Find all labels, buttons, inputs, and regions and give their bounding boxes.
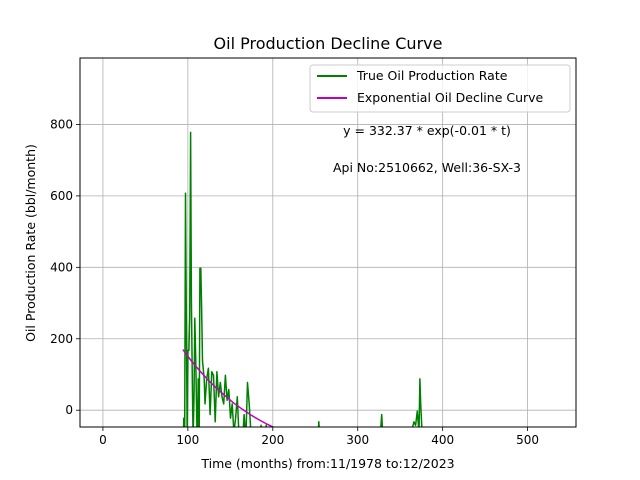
equation-annotation: y = 332.37 * exp(-0.01 * t) bbox=[343, 123, 511, 138]
x-tick-label: 300 bbox=[346, 433, 369, 447]
legend-box bbox=[309, 64, 571, 113]
y-tick-label: 600 bbox=[50, 189, 73, 203]
x-tick-label: 0 bbox=[99, 433, 107, 447]
x-tick-label: 400 bbox=[431, 433, 454, 447]
y-tick-label: 0 bbox=[65, 403, 73, 417]
y-axis-label: Oil Production Rate (bbl/month) bbox=[23, 144, 38, 342]
x-tick-label: 500 bbox=[516, 433, 539, 447]
well-annotation: Api No:2510662, Well:36-SX-3 bbox=[333, 160, 521, 175]
plot-frame bbox=[79, 57, 577, 428]
series-lines bbox=[182, 131, 423, 427]
x-axis-label: Time (months) from:11/1978 to:12/2023 bbox=[200, 456, 454, 471]
true-oil-production-rate-line bbox=[182, 131, 423, 427]
legend-label-true-rate: True Oil Production Rate bbox=[356, 68, 508, 83]
plot-area bbox=[182, 131, 423, 427]
x-tick-label: 200 bbox=[261, 433, 284, 447]
y-tick-label: 800 bbox=[50, 117, 73, 131]
chart-title: Oil Production Decline Curve bbox=[214, 34, 443, 53]
y-tick-label: 400 bbox=[50, 260, 73, 274]
legend: True Oil Production Rate Exponential Oil… bbox=[309, 64, 571, 113]
y-tick-label: 200 bbox=[50, 332, 73, 346]
legend-label-decline-curve: Exponential Oil Decline Curve bbox=[357, 90, 544, 105]
exponential-decline-curve-line bbox=[182, 349, 275, 427]
grid bbox=[80, 58, 576, 427]
y-axis-ticks: 0 200 400 600 800 bbox=[50, 117, 80, 417]
x-tick-label: 100 bbox=[176, 433, 199, 447]
x-axis-ticks: 0 100 200 300 400 500 bbox=[99, 427, 539, 447]
